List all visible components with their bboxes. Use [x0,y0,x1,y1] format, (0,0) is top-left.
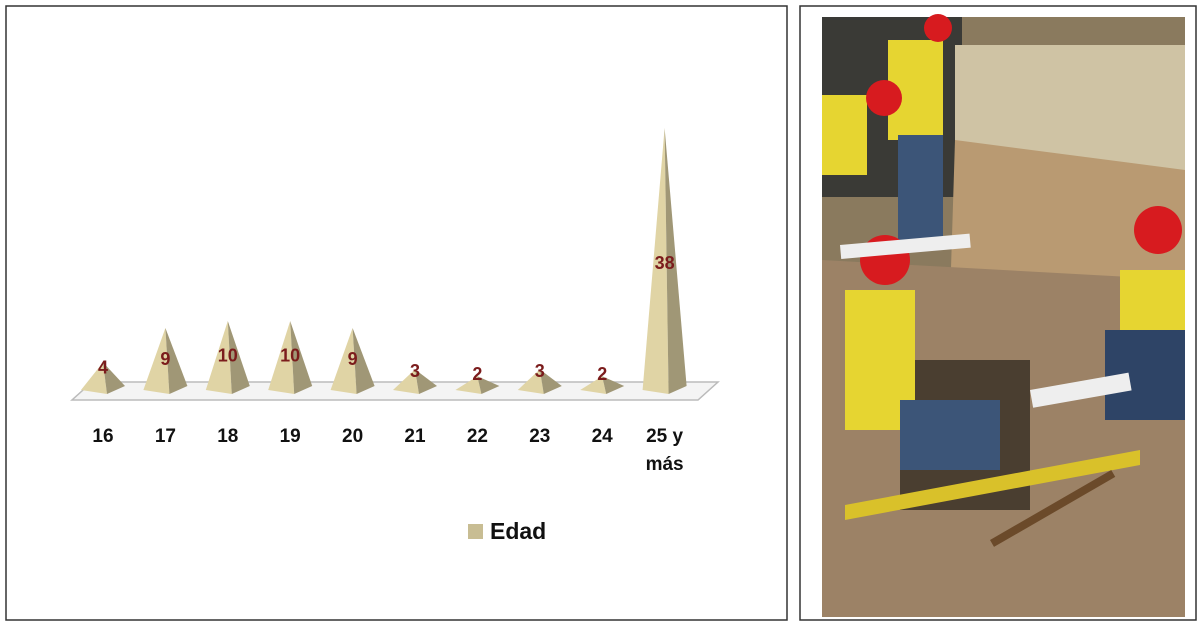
pyramid-side [602,376,625,394]
pyramid [143,327,188,394]
x-tick-label: 22 [466,426,488,447]
value-label: 9 [348,349,358,369]
pyramid-side [103,362,125,394]
x-tick-label: 21 [404,426,426,447]
x-tick-label: 24 [591,426,613,447]
pyramid-side [539,369,562,394]
pyramid [268,321,313,394]
photo [822,14,1185,617]
pyramid [205,321,250,394]
value-label: 4 [98,358,108,378]
pyramid-front [580,376,607,394]
x-tick-label: 18 [217,426,239,447]
value-label: 2 [597,364,607,384]
pyramid [455,376,500,394]
value-label: 2 [472,364,482,384]
pyramid [330,327,375,394]
pyramid-side [664,128,687,394]
pyramid-side [165,327,188,394]
legend-swatch [468,524,483,539]
pyramid-front [205,321,232,394]
pyramid-front [268,321,295,394]
pyramid-front [330,327,357,394]
value-label: 3 [535,361,545,381]
x-tick-label: 19 [279,426,301,447]
pyramid-side [415,369,437,394]
pyramid [642,128,687,394]
x-tick-label: 25 y más [645,426,684,475]
x-tick-label: 23 [529,426,551,447]
pyramid-side [227,321,250,394]
pyramid-front [393,369,419,394]
pyramid [580,376,625,394]
x-tick-label: 16 [92,426,114,447]
pyramid-front [81,362,107,394]
value-label: 10 [218,346,238,366]
pyramid-side [290,321,313,394]
pyramid-side [477,376,500,394]
legend-label: Edad [490,518,547,544]
pyramid-front [517,369,544,394]
value-label: 3 [410,361,420,381]
pyramid-front [455,376,482,394]
x-tick-label: 17 [154,426,176,447]
pyramid-front [642,128,669,394]
pyramid [517,369,562,394]
value-label: 10 [280,346,300,366]
value-label: 38 [655,253,675,273]
x-tick-label: 20 [342,426,364,447]
pyramid [393,369,437,394]
value-label: 9 [160,349,170,369]
pyramid-side [352,327,375,394]
pyramid-front [143,327,170,394]
pyramid [81,362,125,394]
